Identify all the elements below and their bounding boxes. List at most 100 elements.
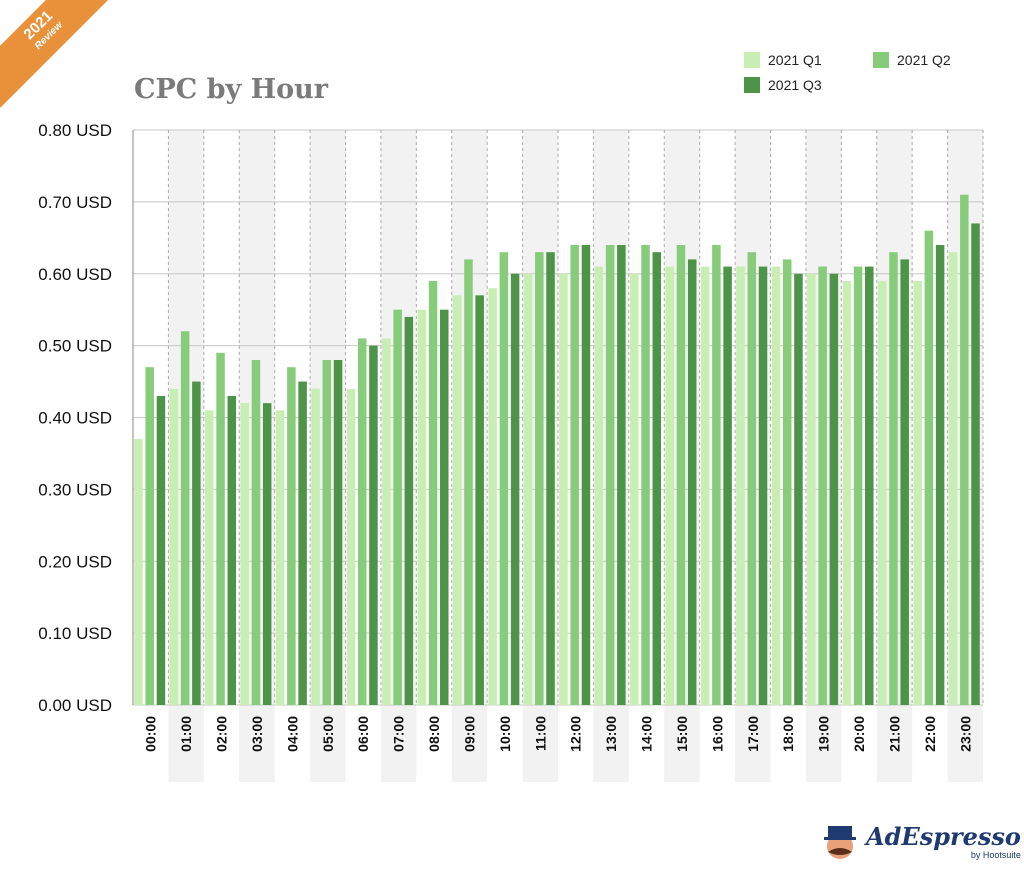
legend-item-q3: 2021 Q3 (744, 77, 822, 93)
bar-2021-q3 (935, 245, 945, 705)
bar-2021-q1 (417, 309, 427, 705)
x-tick-label: 11:00 (532, 716, 548, 751)
y-tick-label: 0.10 USD (38, 624, 112, 643)
bar-2021-q1 (559, 273, 568, 705)
legend-item-q1: 2021 Q1 (744, 52, 822, 68)
mascot-icon (824, 826, 856, 859)
bar-2021-q2 (145, 367, 154, 705)
bar-2021-q2 (499, 252, 509, 705)
bar-2021-q3 (581, 245, 591, 705)
bar-2021-q3 (192, 381, 201, 705)
bar-2021-q2 (889, 252, 898, 705)
x-tick-label: 14:00 (639, 716, 655, 752)
bar-2021-q3 (652, 252, 662, 705)
bar-2021-q2 (357, 338, 367, 705)
logo-text: AdEspresso (866, 822, 1021, 851)
x-tick-label: 08:00 (426, 716, 442, 752)
bar-2021-q1 (205, 410, 214, 705)
bar-2021-q2 (641, 245, 650, 705)
bar-2021-q1 (346, 388, 356, 705)
bar-2021-q2 (853, 266, 863, 705)
bar-2021-q2 (287, 367, 296, 705)
bar-2021-q2 (535, 252, 544, 705)
bar-2021-q1 (240, 403, 249, 705)
y-tick-label: 0.70 USD (38, 193, 112, 212)
x-tick-label: 06:00 (355, 716, 371, 752)
bar-2021-q3 (298, 381, 307, 705)
x-tick-label: 21:00 (886, 716, 902, 752)
bar-2021-q2 (322, 360, 332, 705)
x-tick-label: 01:00 (178, 716, 194, 752)
x-tick-label: 07:00 (391, 716, 407, 752)
bar-2021-q2 (676, 245, 686, 705)
bar-2021-q3 (227, 395, 237, 705)
x-tick-label: 23:00 (957, 716, 973, 752)
bar-2021-q3 (404, 316, 414, 705)
bar-2021-q1 (523, 273, 533, 705)
bar-2021-q3 (440, 309, 449, 705)
x-tick-label: 10:00 (497, 716, 513, 752)
x-tick-label: 05:00 (320, 716, 336, 752)
bar-2021-q2 (960, 194, 969, 705)
legend-item-q2: 2021 Q2 (873, 52, 951, 68)
bar-2021-q1 (452, 295, 462, 705)
bar-2021-q1 (913, 280, 922, 705)
bar-2021-q1 (169, 388, 179, 705)
y-tick-label: 0.50 USD (38, 337, 112, 356)
bar-2021-q3 (369, 345, 378, 705)
legend-swatch (744, 52, 760, 68)
legend-swatch (744, 77, 760, 93)
bar-2021-q3 (510, 273, 520, 705)
bar-2021-q2 (216, 352, 225, 705)
bar-2021-q3 (758, 266, 768, 705)
y-tick-label: 0.60 USD (38, 265, 112, 284)
bar-2021-q2 (712, 245, 721, 705)
bar-2021-q2 (782, 259, 792, 705)
bar-2021-q3 (262, 403, 272, 705)
bar-2021-q1 (771, 266, 781, 705)
bar-2021-q2 (393, 309, 402, 705)
bar-2021-q1 (948, 252, 958, 705)
bar-2021-q2 (570, 245, 579, 705)
bar-2021-q3 (546, 252, 555, 705)
x-tick-label: 15:00 (674, 716, 690, 752)
bar-2021-q1 (134, 439, 143, 705)
x-tick-label: 19:00 (816, 716, 832, 752)
x-tick-label: 20:00 (851, 716, 867, 752)
x-tick-label: 00:00 (143, 716, 159, 752)
adespresso-logo: AdEspresso by Hootsuite (820, 822, 1021, 862)
bar-2021-q3 (475, 295, 484, 705)
bar-2021-q2 (464, 259, 473, 705)
x-tick-label: 03:00 (249, 716, 265, 752)
y-tick-label: 0.00 USD (38, 696, 112, 715)
y-tick-label: 0.20 USD (38, 552, 112, 571)
x-tick-label: 18:00 (780, 716, 796, 752)
bar-2021-q3 (829, 273, 839, 705)
y-tick-label: 0.30 USD (38, 480, 112, 499)
x-tick-label: 16:00 (709, 716, 725, 752)
bar-2021-q1 (488, 288, 497, 705)
bar-2021-q2 (818, 266, 827, 705)
y-tick-label: 0.40 USD (38, 409, 112, 428)
x-tick-label: 22:00 (922, 716, 938, 752)
x-tick-label: 17:00 (745, 716, 761, 752)
bar-2021-q3 (333, 360, 343, 705)
legend-label: 2021 Q1 (768, 52, 822, 68)
bar-2021-q3 (156, 395, 166, 705)
bar-2021-q2 (180, 331, 190, 705)
bar-2021-q3 (723, 266, 732, 705)
bar-2021-q1 (382, 338, 391, 705)
bar-2021-q2 (428, 280, 438, 705)
legend-swatch (873, 52, 889, 68)
bar-2021-q1 (594, 266, 604, 705)
logo-wordmark: AdEspresso by Hootsuite (866, 823, 1021, 861)
chart-title: CPC by Hour (134, 74, 329, 105)
bar-2021-q2 (605, 245, 615, 705)
bar-2021-q1 (630, 273, 639, 705)
x-tick-label: 12:00 (568, 716, 584, 752)
bar-2021-q3 (794, 273, 803, 705)
bar-2021-q2 (251, 360, 261, 705)
bar-2021-q1 (736, 266, 745, 705)
